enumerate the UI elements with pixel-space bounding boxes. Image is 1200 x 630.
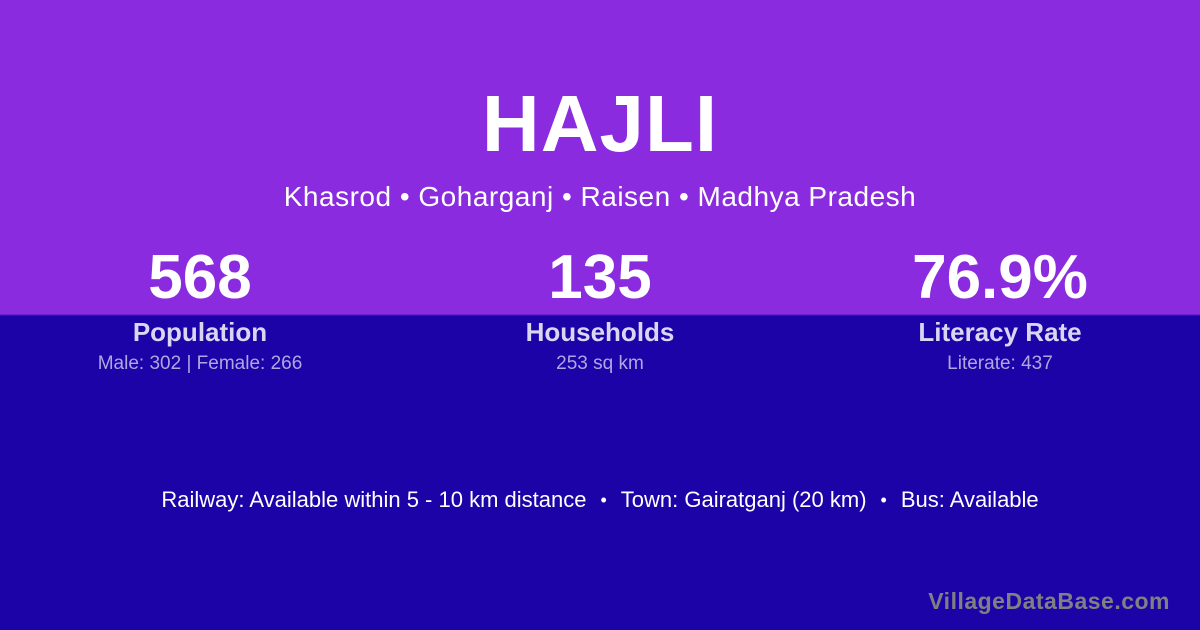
town-info: Town: Gairatganj (20 km)	[620, 487, 867, 512]
bullet-separator: •	[600, 490, 607, 510]
population-detail: Male: 302 | Female: 266	[97, 353, 303, 374]
stat-households: 135 Households 253 sq km	[400, 246, 800, 376]
village-name-title: HAJLI	[481, 79, 719, 168]
site-watermark: VillageDataBase.com	[928, 588, 1170, 614]
stats-row: 568 Population Male: 302 | Female: 266 1…	[0, 246, 1200, 376]
location-breadcrumb: Khasrod • Goharganj • Raisen • Madhya Pr…	[283, 181, 917, 212]
households-label: Households	[525, 317, 675, 347]
population-label: Population	[132, 317, 268, 347]
households-value: 135	[548, 243, 652, 312]
bus-info: Bus: Available	[900, 487, 1039, 512]
transport-info-line: Railway: Available within 5 - 10 km dist…	[0, 484, 1200, 516]
stat-literacy: 76.9% Literacy Rate Literate: 437	[800, 246, 1200, 376]
literacy-label: Literacy Rate	[918, 317, 1082, 347]
population-value: 568	[148, 243, 252, 312]
stat-population: 568 Population Male: 302 | Female: 266	[0, 246, 400, 376]
literacy-detail: Literate: 437	[947, 353, 1053, 374]
households-detail: 253 sq km	[556, 353, 644, 374]
railway-info: Railway: Available within 5 - 10 km dist…	[161, 487, 587, 512]
bullet-separator: •	[880, 490, 887, 510]
literacy-value: 76.9%	[912, 243, 1088, 312]
